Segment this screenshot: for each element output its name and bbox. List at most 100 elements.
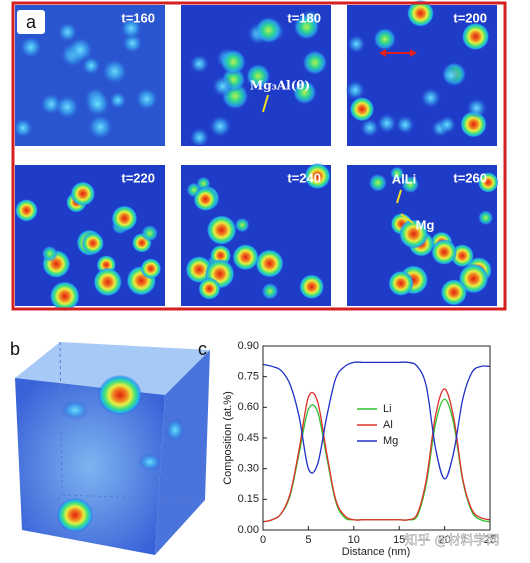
legend-label: Mg bbox=[383, 435, 398, 447]
frame: t=240 bbox=[181, 163, 331, 306]
x-axis-label: Distance (nm) bbox=[342, 546, 410, 558]
particle bbox=[368, 173, 388, 192]
panel-label: a bbox=[26, 12, 37, 32]
annotation: AlLi bbox=[392, 171, 417, 186]
legend-label: Al bbox=[383, 419, 393, 431]
particle bbox=[245, 63, 271, 89]
panel-a-border bbox=[11, 1, 507, 311]
particle bbox=[420, 87, 442, 109]
particle bbox=[234, 217, 250, 233]
y-tick-label: 0.15 bbox=[238, 493, 259, 505]
particle bbox=[54, 94, 80, 120]
particle bbox=[119, 16, 143, 40]
y-tick-label: 0.00 bbox=[238, 524, 259, 536]
particle bbox=[193, 187, 218, 212]
particle bbox=[299, 274, 325, 300]
particle bbox=[189, 127, 210, 148]
particle bbox=[70, 181, 96, 207]
particle bbox=[441, 66, 460, 85]
particle bbox=[206, 215, 237, 245]
arrowhead bbox=[379, 49, 386, 57]
particle bbox=[15, 199, 38, 222]
particle bbox=[390, 166, 405, 181]
particle bbox=[211, 75, 234, 98]
particle bbox=[41, 245, 58, 262]
particle bbox=[347, 34, 366, 54]
particle bbox=[134, 86, 159, 112]
particle bbox=[373, 27, 397, 51]
frame-label: t=260 bbox=[453, 170, 487, 185]
particle bbox=[345, 79, 366, 101]
particle bbox=[141, 224, 159, 242]
particle bbox=[198, 277, 221, 300]
series-line bbox=[262, 388, 491, 523]
particle bbox=[189, 54, 210, 74]
particle bbox=[431, 239, 457, 265]
arrow bbox=[262, 94, 269, 113]
particle bbox=[437, 115, 457, 134]
y-tick-label: 0.90 bbox=[238, 340, 259, 352]
x-tick-label: 15 bbox=[393, 534, 405, 546]
particle bbox=[458, 263, 489, 294]
particle bbox=[101, 57, 129, 86]
panel-label: b bbox=[10, 339, 20, 359]
particle bbox=[302, 50, 328, 76]
frame-label: t=160 bbox=[121, 10, 155, 25]
particle bbox=[349, 96, 375, 122]
particle bbox=[261, 282, 279, 300]
particle bbox=[57, 21, 79, 43]
particle bbox=[81, 232, 104, 255]
frame: t=180 bbox=[181, 5, 331, 148]
particle bbox=[477, 172, 499, 193]
particle bbox=[232, 244, 259, 271]
particle bbox=[208, 115, 232, 138]
legend-label: Li bbox=[383, 403, 392, 415]
frame-label: t=240 bbox=[287, 170, 321, 185]
x-tick-label: 20 bbox=[438, 534, 450, 546]
particle bbox=[292, 80, 317, 105]
frame-label: t=200 bbox=[453, 10, 487, 25]
panel-c: 0.00 0.15 0.30 0.45 0.60 0.75 0.90 0 5 10 15 20 25 Li… bbox=[238, 340, 497, 546]
watermark: 知乎 @材料学网 bbox=[404, 533, 499, 549]
particle bbox=[466, 97, 488, 119]
particle bbox=[19, 35, 43, 59]
particle bbox=[401, 175, 420, 194]
particle bbox=[140, 258, 162, 279]
particle bbox=[86, 113, 114, 141]
particle bbox=[478, 210, 494, 226]
arrow bbox=[396, 189, 402, 204]
arrowhead bbox=[410, 49, 417, 57]
particle bbox=[108, 90, 128, 110]
annotation: Mg₃Al(θ) bbox=[250, 79, 310, 93]
x-tick-label: 25 bbox=[484, 534, 496, 546]
particle bbox=[293, 13, 320, 40]
frame: t=260 bbox=[347, 165, 499, 306]
particle bbox=[461, 22, 490, 51]
particle bbox=[81, 55, 102, 76]
cube bbox=[15, 341, 210, 555]
frame: t=220 bbox=[15, 165, 165, 312]
panel-a: t=160 t=180 t=200 t=220 t=240 t=260 bbox=[12, 0, 499, 312]
frame: t=200 bbox=[345, 0, 497, 146]
particle bbox=[395, 115, 415, 135]
particle bbox=[49, 281, 80, 312]
x-tick-label: 0 bbox=[260, 534, 266, 546]
particle bbox=[360, 118, 380, 138]
x-tick-label: 10 bbox=[348, 534, 360, 546]
panel-label: c bbox=[198, 339, 207, 359]
particle bbox=[440, 279, 468, 306]
particle bbox=[254, 16, 283, 44]
particle bbox=[12, 117, 34, 139]
particle bbox=[304, 163, 331, 190]
particle bbox=[111, 205, 138, 232]
particle bbox=[220, 48, 247, 75]
particle bbox=[399, 219, 429, 249]
frame: t=160 bbox=[12, 5, 165, 146]
particle bbox=[388, 270, 414, 296]
y-tick-label: 0.60 bbox=[238, 401, 259, 413]
particle bbox=[255, 249, 284, 278]
particle bbox=[84, 90, 112, 118]
frame-label: t=180 bbox=[287, 10, 321, 25]
